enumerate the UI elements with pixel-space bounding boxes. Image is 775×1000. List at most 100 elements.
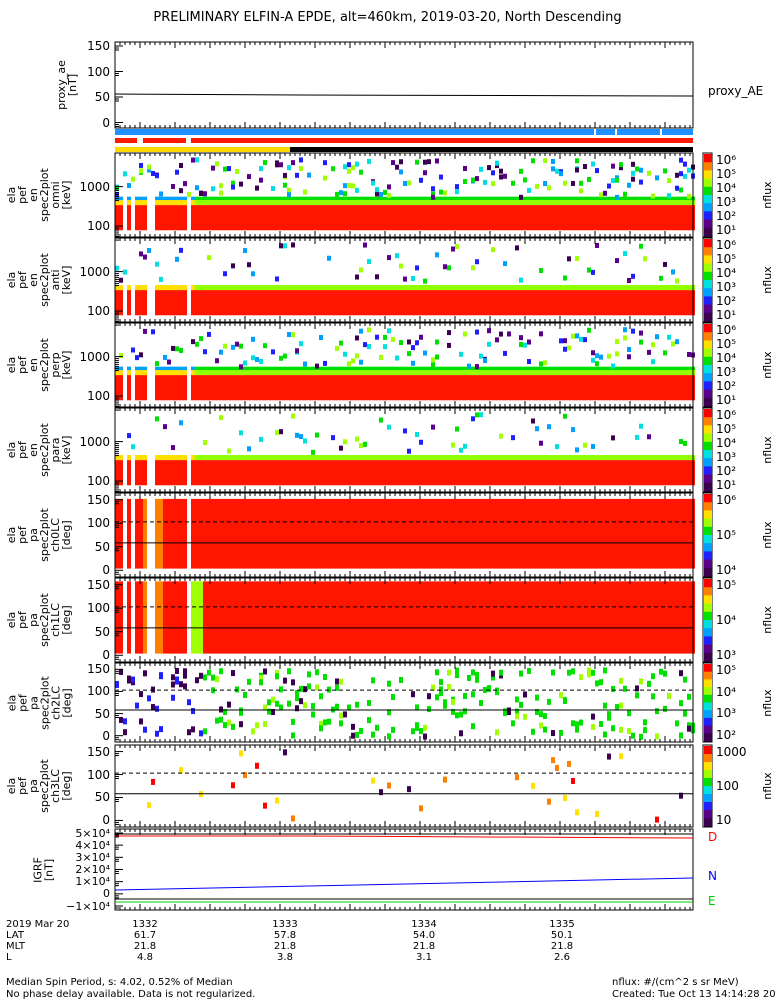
spectrogram-bin bbox=[483, 498, 487, 569]
spectrogram-bin bbox=[135, 455, 139, 461]
spectrogram-bin bbox=[263, 205, 267, 231]
spectrogram-bin bbox=[555, 444, 559, 450]
spectrogram-bin bbox=[423, 278, 427, 284]
spectrogram-bin bbox=[231, 723, 235, 730]
spectrogram-bin bbox=[267, 581, 271, 654]
spectrogram-bin bbox=[427, 370, 431, 376]
spectrogram-bin bbox=[451, 196, 455, 201]
spectrogram-bin bbox=[483, 460, 487, 486]
spectrogram-bin bbox=[495, 205, 499, 231]
spectrogram-bin bbox=[163, 375, 167, 401]
spectrogram-bin bbox=[311, 375, 315, 401]
spectrogram-bin bbox=[607, 196, 611, 201]
spectrogram-bin bbox=[571, 200, 575, 206]
spectrogram-bin bbox=[119, 498, 123, 569]
spectrogram-bin bbox=[531, 290, 535, 316]
y-tick-label: 150 bbox=[87, 39, 110, 53]
spectrogram-bin bbox=[383, 344, 387, 350]
spectrogram-bin bbox=[195, 366, 199, 371]
spectrogram-bin bbox=[519, 701, 523, 708]
spectrogram-bin bbox=[239, 285, 243, 291]
spectrogram-bin bbox=[591, 350, 595, 356]
spectrogram-bin bbox=[431, 362, 435, 368]
spectrogram-bin bbox=[427, 498, 431, 569]
spectrogram-bin bbox=[279, 205, 283, 231]
spectrogram-bin bbox=[315, 196, 319, 201]
spectrogram-bin bbox=[367, 498, 371, 569]
colorbar-segment bbox=[704, 474, 712, 484]
spectrogram-bin bbox=[135, 196, 139, 201]
spectrogram-bin bbox=[311, 581, 315, 654]
spectrogram-bin bbox=[587, 375, 591, 401]
spectrogram-bin bbox=[651, 375, 655, 401]
spectrogram-bin bbox=[327, 718, 331, 725]
spectrogram-bin bbox=[575, 726, 579, 733]
spectrogram-bin bbox=[475, 285, 479, 291]
spectrogram-bin bbox=[215, 196, 219, 201]
spectrogram-bin bbox=[683, 366, 687, 371]
spectrogram-bin bbox=[259, 366, 263, 371]
spectrogram-bin bbox=[195, 460, 199, 486]
spectrogram-bin bbox=[311, 290, 315, 316]
spectrogram-bin bbox=[159, 366, 163, 371]
spectrogram-bin bbox=[587, 667, 591, 674]
spectrogram-bin bbox=[211, 196, 215, 201]
colorbar-segment bbox=[704, 178, 712, 188]
spectrogram-bin bbox=[459, 711, 463, 718]
colorbar-segment bbox=[704, 579, 712, 588]
colorbar-segment bbox=[704, 587, 712, 596]
spectrogram-bin bbox=[127, 498, 131, 569]
spectrogram-bin bbox=[595, 366, 599, 371]
spectrogram-bin bbox=[547, 290, 551, 316]
spectrogram-bin bbox=[663, 370, 667, 376]
spectrogram-bin bbox=[303, 366, 307, 371]
spectrogram-bin bbox=[419, 290, 423, 316]
spectrogram-bin bbox=[383, 290, 387, 316]
spectrogram-bin bbox=[679, 455, 683, 461]
spectrogram-bin bbox=[439, 460, 443, 486]
spectrogram-bin bbox=[619, 200, 623, 206]
colorbar-segment bbox=[704, 671, 712, 680]
spectrogram-bin bbox=[395, 581, 399, 654]
spectrogram-bin bbox=[119, 277, 123, 283]
spectrogram-bin bbox=[499, 370, 503, 376]
spectrogram-bin bbox=[267, 290, 271, 316]
spectrogram-bin bbox=[431, 424, 435, 430]
spectrogram-bin bbox=[631, 273, 635, 279]
spectrogram-bin bbox=[535, 183, 539, 189]
spectrogram-bin bbox=[527, 455, 531, 461]
spectrogram-bin bbox=[339, 196, 343, 201]
spectrogram-bin bbox=[471, 498, 475, 569]
spectrogram-bin bbox=[163, 424, 167, 430]
spectrogram-bin bbox=[491, 498, 495, 569]
spectrogram-bin bbox=[407, 290, 411, 316]
spectrogram-bin bbox=[631, 460, 635, 486]
spectrogram-bin bbox=[627, 366, 631, 371]
spectrogram-bin bbox=[627, 205, 631, 231]
spectrogram-bin bbox=[335, 581, 339, 654]
spectrogram-bin bbox=[263, 160, 267, 166]
spectrogram-bin bbox=[439, 196, 443, 201]
spectrogram-bin bbox=[171, 183, 175, 189]
spectrogram-bin bbox=[431, 290, 435, 316]
spectrogram-bin bbox=[475, 329, 479, 335]
spectrogram-bin bbox=[679, 196, 683, 201]
spectrogram-bin bbox=[607, 581, 611, 654]
spectrogram-bin bbox=[219, 716, 223, 723]
spectrogram-bin bbox=[415, 460, 419, 486]
spectrogram-bin bbox=[627, 375, 631, 401]
spectrogram-bin bbox=[327, 686, 331, 693]
spectrogram-bin bbox=[367, 205, 371, 231]
spectrogram-bin bbox=[539, 205, 543, 231]
spectrogram-bin bbox=[375, 455, 379, 461]
spectrogram-bin bbox=[383, 200, 387, 206]
spectrogram-bin bbox=[283, 370, 287, 376]
spectrogram-bin bbox=[615, 205, 619, 231]
spectrogram-bin bbox=[491, 285, 495, 291]
spectrogram-bin bbox=[399, 455, 403, 461]
spectrogram-bin bbox=[427, 693, 431, 700]
spectrogram-bin bbox=[207, 331, 211, 337]
spectrogram-bin bbox=[207, 366, 211, 371]
spectrogram-bin bbox=[327, 255, 331, 261]
spectrogram-bin bbox=[615, 339, 619, 345]
